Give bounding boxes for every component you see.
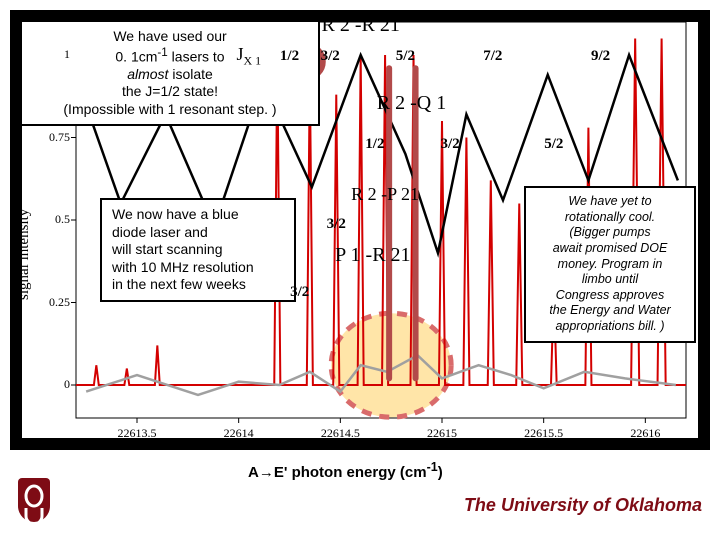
spectrum-annotation: 5/2 bbox=[396, 48, 415, 65]
spectrum-annotation: 3/2 bbox=[327, 216, 346, 233]
callout-box-2: We now have a blue diode laser and will … bbox=[100, 198, 296, 302]
ou-logo bbox=[10, 474, 58, 526]
y-tick: 0.5 bbox=[40, 212, 70, 227]
spectrum-annotation: R 2 -R 21 bbox=[321, 14, 399, 37]
spectrum-annotation: 5/2 bbox=[544, 136, 563, 153]
spectrum-annotation: 3/2 bbox=[441, 136, 460, 153]
jx1-label: JX 1 bbox=[236, 44, 261, 69]
x-axis-label-exp: -1 bbox=[427, 460, 438, 474]
callout1-line1: We have used our bbox=[32, 28, 308, 46]
x-tick: 22616 bbox=[615, 426, 675, 441]
y-axis-label: signal intensity bbox=[16, 209, 33, 300]
callout-box-1: We have used our 0. 1cm-1 lasers to almo… bbox=[20, 20, 320, 126]
x-tick: 22614.5 bbox=[310, 426, 370, 441]
x-axis-label: A→E' photon energy (cm-1) bbox=[248, 460, 443, 481]
callout-box-3: We have yet to rotationally cool. (Bigge… bbox=[524, 186, 696, 343]
x-tick: 22615 bbox=[412, 426, 472, 441]
y-tick: 1 bbox=[40, 47, 70, 62]
y-tick: 0.25 bbox=[40, 295, 70, 310]
university-footer: The University of Oklahoma bbox=[464, 495, 702, 516]
spectrum-annotation: 7/2 bbox=[483, 48, 502, 65]
spectrum-annotation: R 2 -P 21 bbox=[351, 184, 419, 205]
callout1-line3: almost isolate bbox=[32, 66, 308, 84]
callout1-line4: the J=1/2 state! bbox=[32, 83, 308, 101]
x-tick: 22615.5 bbox=[514, 426, 574, 441]
x-tick: 22614 bbox=[209, 426, 269, 441]
spectrum-annotation: P 1 -R 21 bbox=[335, 244, 410, 267]
spectrum-annotation: 1/2 bbox=[280, 48, 299, 65]
spectrum-annotation: 9/2 bbox=[591, 48, 610, 65]
callout1-line2: 0. 1cm-1 lasers to bbox=[32, 46, 308, 66]
y-tick: 0 bbox=[40, 377, 70, 392]
x-axis-label-prefix: A→E' photon energy (cm bbox=[248, 464, 427, 481]
x-tick: 22613.5 bbox=[107, 426, 167, 441]
spectrum-annotation: 3/2 bbox=[321, 48, 340, 65]
callout1-line5: (Impossible with 1 resonant step. ) bbox=[32, 101, 308, 119]
y-tick: 0.75 bbox=[40, 130, 70, 145]
spectrum-annotation: 1/2 bbox=[365, 136, 384, 153]
x-axis-label-suffix: ) bbox=[438, 464, 443, 481]
spectrum-annotation: 3/2 bbox=[290, 284, 309, 301]
spectrum-annotation: R 2 -Q 1 bbox=[377, 92, 446, 115]
